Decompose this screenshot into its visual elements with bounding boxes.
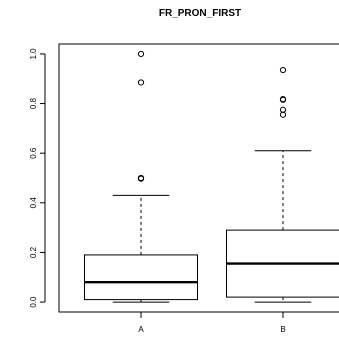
- y-tick-label: 0.8: [29, 97, 38, 109]
- box-A: [84, 50, 198, 303]
- box-B: [226, 66, 339, 303]
- y-tick-label: 0.0: [29, 296, 38, 308]
- iqr-box: [84, 254, 198, 301]
- outlier-point: [137, 50, 145, 58]
- boxplots: [84, 50, 339, 303]
- outlier-point: [279, 106, 287, 113]
- y-axis: 0.0 0.2 0.4 0.6 0.8 1.0: [29, 48, 46, 308]
- y-tick-label: 0.4: [29, 197, 38, 209]
- plot-frame: [58, 43, 339, 313]
- x-tick-label: B: [280, 325, 285, 334]
- y-tick-label: 1.0: [29, 48, 38, 60]
- y-tick-label: 0.6: [29, 147, 38, 159]
- outlier-point: [279, 96, 287, 103]
- y-tick-label: 0.2: [29, 246, 38, 258]
- outlier-point: [137, 79, 145, 86]
- outlier-point: [279, 66, 287, 74]
- outlier-point: [137, 175, 145, 182]
- chart-title: FR_PRON_FIRST: [159, 8, 241, 19]
- outlier-point: [279, 111, 287, 118]
- x-tick-label: A: [138, 325, 144, 334]
